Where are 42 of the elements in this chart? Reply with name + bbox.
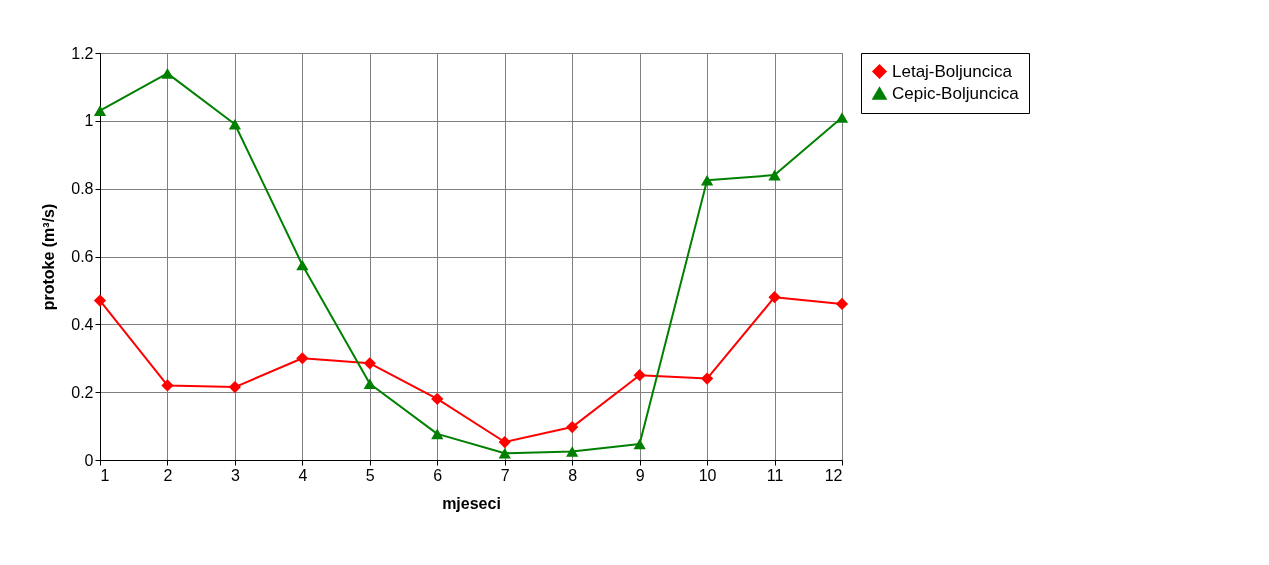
point xyxy=(431,428,444,440)
point xyxy=(228,380,242,394)
y-tick-label: 0.4 xyxy=(71,315,94,333)
x-tick-label: 6 xyxy=(433,466,443,484)
x-tick-label: 7 xyxy=(500,466,510,484)
point xyxy=(93,105,107,116)
x-tick-label: 10 xyxy=(698,466,717,484)
y-tick-label: 0 xyxy=(84,451,94,469)
x-tick-label: 9 xyxy=(635,466,645,484)
point xyxy=(700,372,714,385)
x-tick-label: 11 xyxy=(766,466,784,484)
point xyxy=(835,112,849,123)
x-tick-label: 4 xyxy=(298,466,308,484)
x-tick-label: 3 xyxy=(230,466,240,484)
point xyxy=(431,392,444,406)
point xyxy=(768,291,781,304)
point xyxy=(296,352,309,365)
point xyxy=(363,357,376,370)
legend-label: Cepic-Boljuncica xyxy=(892,83,1020,103)
x-tick-label: 8 xyxy=(568,466,578,484)
x-tick-label: 2 xyxy=(163,466,173,484)
x-axis-title: mjeseci xyxy=(442,494,501,512)
y-tick-label: 1 xyxy=(84,112,94,130)
y-tick-label: 0.2 xyxy=(71,383,94,401)
y-axis-title: protoke (m³/s) xyxy=(40,203,58,311)
x-tick-label: 5 xyxy=(365,466,375,484)
point xyxy=(228,118,242,130)
y-tick-label: 0.6 xyxy=(71,248,94,265)
legend-label: Letaj-Boljuncica xyxy=(892,61,1013,81)
point xyxy=(633,369,646,382)
point xyxy=(566,446,579,457)
point xyxy=(93,294,107,307)
point xyxy=(566,420,579,434)
point xyxy=(835,297,849,311)
point xyxy=(498,435,511,449)
y-tick-label: 0.8 xyxy=(71,180,94,198)
x-tick-label: 12 xyxy=(824,466,843,484)
y-tick-label: 1.2 xyxy=(71,44,94,62)
point xyxy=(363,378,376,389)
x-tick-label: 1 xyxy=(100,466,110,484)
point xyxy=(700,174,714,186)
point xyxy=(498,447,511,459)
